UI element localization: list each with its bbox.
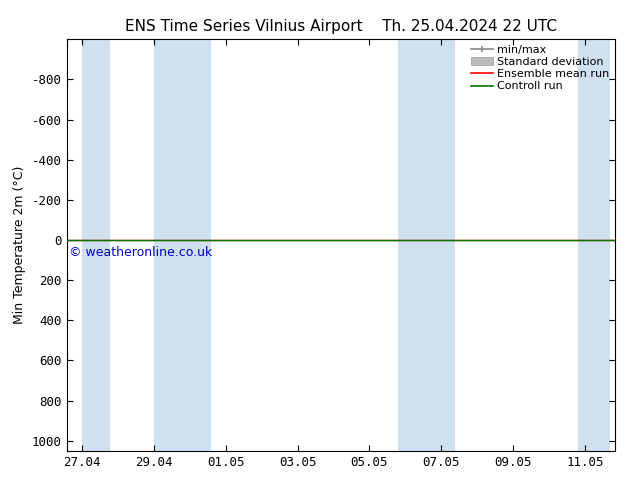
Bar	[82, 39, 110, 451]
Text: © weatheronline.co.uk: © weatheronline.co.uk	[69, 246, 212, 259]
Bar	[578, 39, 610, 451]
Title: ENS Time Series Vilnius Airport    Th. 25.04.2024 22 UTC: ENS Time Series Vilnius Airport Th. 25.0…	[125, 19, 557, 34]
Bar	[398, 39, 455, 451]
Y-axis label: Min Temperature 2m (°C): Min Temperature 2m (°C)	[13, 166, 26, 324]
Legend: min/max, Standard deviation, Ensemble mean run, Controll run: min/max, Standard deviation, Ensemble me…	[467, 42, 612, 95]
Bar	[153, 39, 211, 451]
